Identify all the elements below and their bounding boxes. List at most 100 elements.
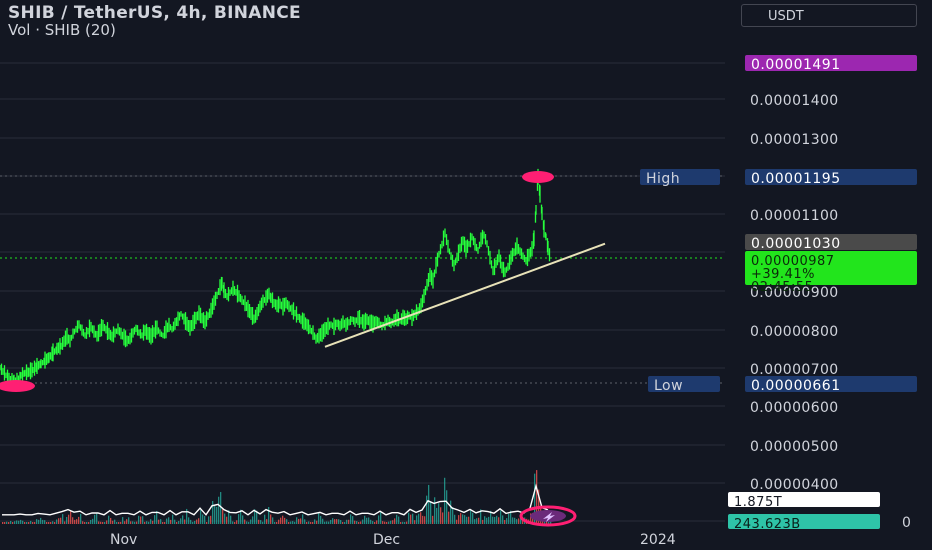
chart-title[interactable]: SHIB / TetherUS, 4h, BINANCE xyxy=(8,3,301,23)
volume-bar xyxy=(234,522,236,524)
time-tick-label: Dec xyxy=(373,532,400,548)
volume-bar xyxy=(298,518,300,524)
volume-indicator-label[interactable]: Vol · SHIB (20) xyxy=(8,21,116,39)
volume-bar xyxy=(68,514,70,524)
time-tick-label: Nov xyxy=(110,532,137,548)
volume-bar xyxy=(500,510,502,524)
volume-bar xyxy=(226,516,228,524)
price-axis[interactable]: 0.00001400 0.00001300 0.00001100 0.00000900… xyxy=(750,93,911,531)
volume-bar xyxy=(508,513,510,524)
volume-bar xyxy=(172,514,174,524)
lightning-icon xyxy=(543,512,555,522)
volume-bar xyxy=(460,513,462,524)
volume-bar xyxy=(256,510,258,524)
volume-bar xyxy=(54,522,56,524)
svg-text:0.00000661: 0.00000661 xyxy=(751,378,841,394)
volume-bar xyxy=(136,521,138,524)
volume-bar xyxy=(476,518,478,524)
volume-bar xyxy=(250,519,252,524)
volume-bar xyxy=(326,521,328,524)
volume-bar xyxy=(346,519,348,524)
volume-bar xyxy=(384,521,386,524)
volume-bar xyxy=(40,517,42,524)
volume-bar xyxy=(498,517,500,524)
volume-bar xyxy=(80,513,82,524)
volume-bar xyxy=(134,521,136,524)
volume-bar xyxy=(78,516,80,524)
volume-bar xyxy=(408,512,410,524)
volume-bar xyxy=(202,514,204,524)
volume-bar xyxy=(308,521,310,524)
volume-bar xyxy=(220,492,222,524)
volume-bar xyxy=(222,509,224,524)
volume-bar xyxy=(36,519,38,524)
volume-bar xyxy=(58,518,60,524)
volume-bar xyxy=(312,522,314,524)
volume-bar xyxy=(344,522,346,524)
last-price-label: 0.00000987+39.41%02:45:55 xyxy=(745,251,917,295)
volume-bar xyxy=(280,517,282,524)
high-marker xyxy=(522,171,554,183)
volume-bar xyxy=(174,519,176,524)
volume-bar xyxy=(270,514,272,524)
volume-bar xyxy=(442,512,444,524)
volume-bar xyxy=(118,522,120,524)
volume-bar xyxy=(152,520,154,524)
svg-text:Low: Low xyxy=(654,378,683,394)
volume-bar xyxy=(330,519,332,524)
volume-bar xyxy=(424,516,426,524)
volume-bar xyxy=(44,520,46,524)
volume-bar xyxy=(352,516,354,524)
currency-button[interactable]: USDT xyxy=(741,4,917,27)
volume-bar xyxy=(450,500,452,524)
volume-bar xyxy=(492,516,494,524)
volume-bar xyxy=(480,509,482,524)
volume-bar xyxy=(482,519,484,524)
volume-bar xyxy=(42,519,44,524)
volume-bar xyxy=(170,519,172,524)
volume-bar xyxy=(162,522,164,524)
volume-bar xyxy=(462,514,464,524)
volume-bar xyxy=(96,513,98,524)
volume-bar xyxy=(412,513,414,524)
volume-bar xyxy=(240,509,242,524)
volume-bar xyxy=(212,500,214,524)
volume-bar xyxy=(486,517,488,524)
volume-bar xyxy=(62,514,64,524)
volume-bar xyxy=(452,506,454,524)
trendline[interactable] xyxy=(324,242,606,348)
time-axis[interactable]: Nov Dec 2024 xyxy=(0,528,932,550)
svg-text:02:45:55: 02:45:55 xyxy=(751,280,813,295)
volume-bar xyxy=(216,506,218,524)
volume-bar xyxy=(262,521,264,524)
volume-bar xyxy=(100,521,102,524)
volume-bar xyxy=(108,515,110,524)
volume-bar xyxy=(166,518,168,524)
volume-bar xyxy=(72,517,74,524)
volume-bar xyxy=(114,519,116,524)
volume-bar xyxy=(368,517,370,524)
volume-bar xyxy=(4,522,6,524)
volume-bar xyxy=(130,521,132,524)
volume-bar xyxy=(196,519,198,524)
volume-bar xyxy=(338,519,340,524)
volume-bar xyxy=(230,515,232,524)
volume-bar xyxy=(30,520,32,524)
volume-bar xyxy=(530,513,532,524)
low-tag: Low xyxy=(648,376,720,394)
volume-bar xyxy=(432,515,434,524)
volume-bar xyxy=(288,522,290,524)
volume-bar xyxy=(180,518,182,524)
volume-bar xyxy=(348,519,350,524)
lightning-badge-ring xyxy=(519,505,577,527)
price-tick-label: 0.00000500 xyxy=(750,439,839,455)
volume-bar xyxy=(90,519,92,524)
volume-bar xyxy=(184,519,186,524)
volume-bar xyxy=(374,522,376,524)
volume-bar xyxy=(64,521,66,524)
volume-bar xyxy=(278,519,280,524)
volume-ma-label: 1.875T xyxy=(728,492,880,510)
volume-bar xyxy=(206,522,208,524)
volume-bar xyxy=(376,520,378,524)
